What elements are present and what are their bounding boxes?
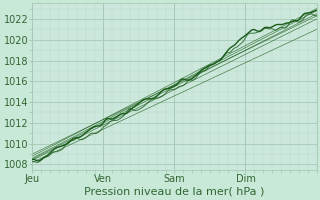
X-axis label: Pression niveau de la mer( hPa ): Pression niveau de la mer( hPa ) <box>84 187 265 197</box>
